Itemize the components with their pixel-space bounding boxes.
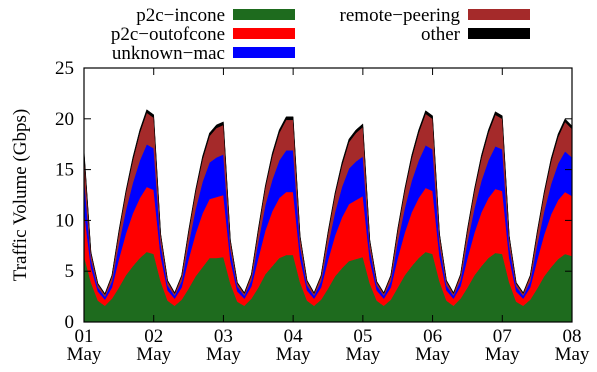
legend-swatch-4 [468, 28, 530, 39]
y-axis-label: Traffic Volume (Gbps) [10, 109, 31, 281]
x-tick-label-month-6: May [485, 344, 520, 365]
x-tick-label-day-7: 08 [563, 326, 582, 347]
x-tick-label-month-5: May [415, 344, 450, 365]
y-tick-label-1: 5 [65, 261, 75, 282]
y-axis-ticks: 0 5 10 15 20 25 [55, 58, 572, 333]
y-tick-label-4: 20 [55, 109, 74, 130]
legend-label-1: p2c−outofcone [111, 24, 225, 45]
x-tick-label-day-0: 01 [75, 326, 94, 347]
x-tick-label-month-1: May [136, 344, 171, 365]
legend-label-3: remote−peering [340, 5, 461, 26]
y-tick-label-2: 10 [55, 210, 74, 231]
plot-frame [83, 67, 573, 323]
x-tick-label-day-2: 03 [214, 326, 233, 347]
legend-swatch-2 [233, 47, 295, 58]
x-tick-label-month-0: May [67, 344, 102, 365]
legend-swatch-0 [233, 9, 295, 20]
y-tick-label-0: 0 [65, 312, 75, 333]
x-tick-label-day-6: 07 [493, 326, 512, 347]
y-tick-label-5: 25 [55, 58, 74, 79]
x-tick-label-day-4: 05 [353, 326, 372, 347]
x-tick-label-month-7: May [555, 344, 590, 365]
legend-label-2: unknown−mac [112, 43, 225, 64]
legend-swatch-1 [233, 28, 295, 39]
x-tick-label-month-4: May [345, 344, 380, 365]
x-tick-label-day-1: 02 [144, 326, 163, 347]
y-tick-label-3: 15 [55, 160, 74, 181]
legend-label-0: p2c−incone [136, 5, 225, 26]
x-tick-label-day-5: 06 [423, 326, 442, 347]
legend-swatch-3 [468, 9, 530, 20]
x-tick-label-month-2: May [206, 344, 241, 365]
legend-label-4: other [421, 24, 461, 45]
stacked-area-series [83, 109, 573, 323]
x-tick-label-day-3: 04 [284, 326, 304, 347]
x-tick-label-month-3: May [276, 344, 311, 365]
